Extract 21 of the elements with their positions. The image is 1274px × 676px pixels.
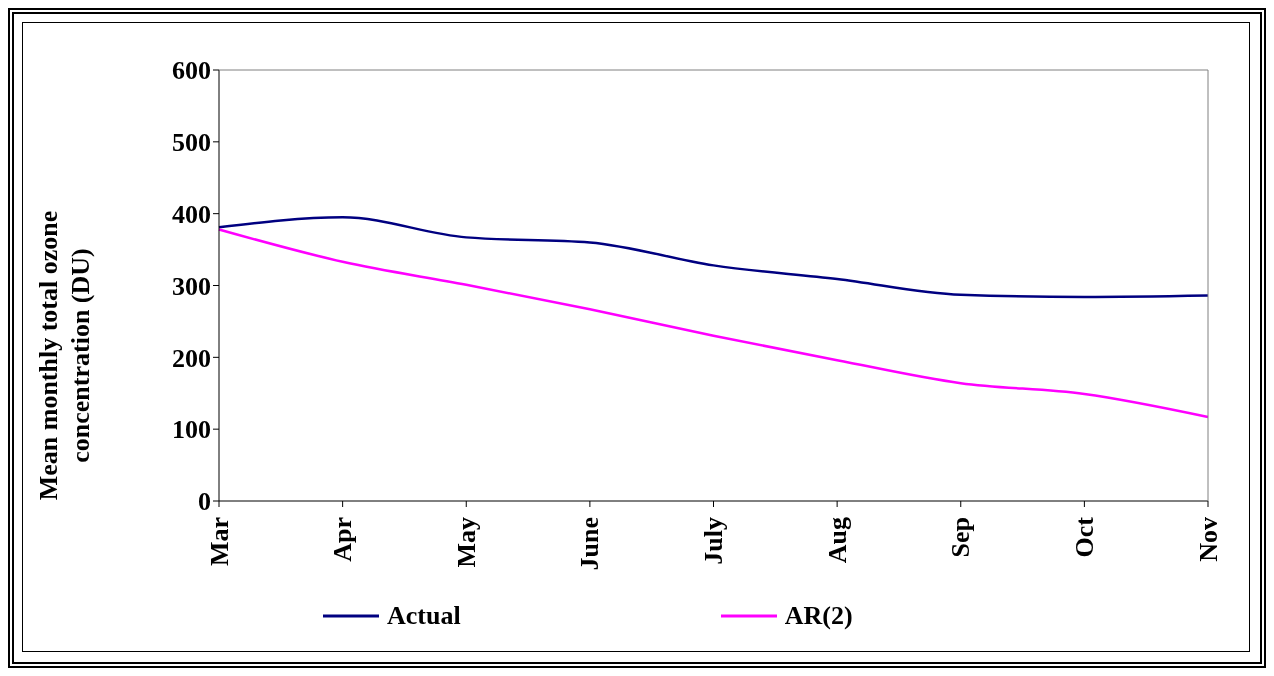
- x-tick-label: Oct: [1069, 516, 1099, 558]
- x-tick-label: May: [451, 517, 481, 568]
- x-tick-label: Nov: [1193, 517, 1223, 562]
- y-axis-title: Mean monthly total ozone concentration (DU): [34, 210, 95, 501]
- y-tick-label: 100: [172, 415, 211, 445]
- y-tick-label: 200: [172, 343, 211, 373]
- line-series: [217, 216, 1210, 299]
- y-tick-label: 600: [172, 56, 211, 86]
- y-tick-label: 400: [172, 199, 211, 229]
- x-tick-label: Apr: [328, 517, 358, 562]
- x-tick-label: Mar: [204, 517, 234, 567]
- line-series: [217, 228, 1210, 419]
- legend-label: AR(2): [784, 601, 853, 631]
- x-tick-label: Sep: [946, 517, 976, 558]
- x-tick-label: June: [575, 517, 605, 571]
- legend-label: Actual: [387, 601, 461, 631]
- x-tick-label: Aug: [822, 517, 852, 564]
- y-tick-label: 300: [172, 271, 211, 301]
- y-tick-label: 0: [198, 487, 211, 517]
- x-tick-label: July: [699, 517, 728, 565]
- y-tick-label: 500: [172, 128, 211, 158]
